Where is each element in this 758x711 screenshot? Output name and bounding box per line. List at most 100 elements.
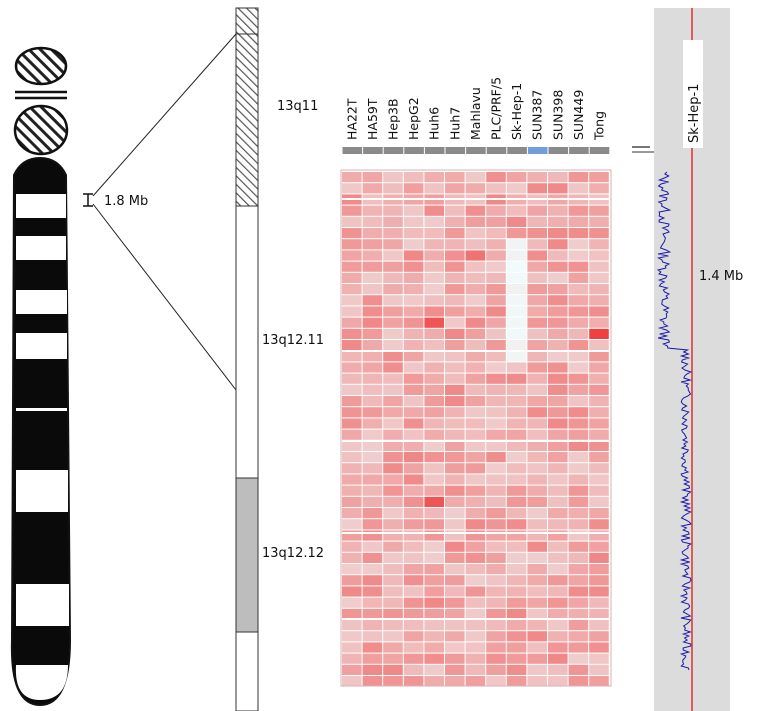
heatmap-cell (445, 351, 465, 362)
heatmap-cell (342, 396, 362, 407)
heatmap-cell (486, 351, 506, 362)
heatmap-cell (506, 642, 527, 653)
heatmap-cell (342, 429, 362, 440)
heatmap-cell (465, 418, 486, 429)
heatmap-cell (486, 597, 506, 608)
heatmap-cell (383, 620, 403, 631)
heatmap-cell (527, 250, 547, 261)
heatmap-cell (548, 362, 568, 373)
heatmap-cell (362, 340, 383, 351)
heatmap-cell (403, 272, 424, 283)
heatmap-cell (445, 519, 465, 530)
heatmap-cell (424, 452, 444, 463)
heatmap-cell (486, 676, 506, 687)
heatmap-cell (465, 452, 486, 463)
heatmap-cell (568, 328, 589, 339)
heatmap-cell (445, 496, 465, 507)
heatmap-cell (342, 183, 362, 194)
heatmap-cell (424, 328, 444, 339)
heatmap-cell (486, 642, 506, 653)
heatmap-cell (589, 586, 609, 597)
heatmap-cell (342, 664, 362, 675)
heatmap-cell (465, 508, 486, 519)
heatmap-cell (548, 496, 568, 507)
heatmap-cell (506, 597, 527, 608)
chromosome-ideogram: 1.8 Mb (10, 33, 237, 707)
heatmap-cell (486, 452, 506, 463)
heatmap-cell (445, 530, 465, 541)
heatmap-cell (548, 530, 568, 541)
cell-line-label: SUN449 (571, 90, 586, 140)
column-header-marker (466, 147, 486, 154)
heatmap-cell (445, 328, 465, 339)
heatmap-cell (465, 485, 486, 496)
heatmap-cell (383, 351, 403, 362)
heatmap-cell (506, 261, 527, 272)
heatmap-cell (383, 373, 403, 384)
heatmap-cell (424, 205, 444, 216)
heatmap-cell (548, 295, 568, 306)
heatmap-cell (465, 564, 486, 575)
ideogram-light-bands (15, 194, 69, 700)
cell-line-label: Tong (592, 111, 607, 141)
heatmap-cell (383, 541, 403, 552)
heatmap-cell (548, 407, 568, 418)
heatmap-cell (465, 373, 486, 384)
heatmap-cell (568, 239, 589, 250)
heatmap-cell (486, 340, 506, 351)
heatmap-cell (506, 508, 527, 519)
heatmap-cell (548, 351, 568, 362)
heatmap-cell (527, 541, 547, 552)
heatmap-cell (486, 519, 506, 530)
heatmap-cell (589, 552, 609, 563)
light-band-terminal (15, 665, 68, 700)
heatmap-cell (548, 676, 568, 687)
heatmap-cell (342, 586, 362, 597)
heatmap-cell (362, 597, 383, 608)
heatmap-cell (362, 216, 383, 227)
heatmap-cell (589, 340, 609, 351)
heatmap-cell (568, 284, 589, 295)
heatmap-cell (445, 608, 465, 619)
heatmap-cell (465, 205, 486, 216)
heatmap-cell (568, 653, 589, 664)
heatmap-cell (465, 519, 486, 530)
heatmap-cell (589, 239, 609, 250)
heatmap-cell (342, 306, 362, 317)
heatmap-cell (342, 317, 362, 328)
heatmap-cell (445, 272, 465, 283)
heatmap-cell (403, 418, 424, 429)
heatmap-cell (424, 440, 444, 451)
heatmap-cell (568, 631, 589, 642)
heatmap-cell (568, 519, 589, 530)
heatmap-cell (342, 205, 362, 216)
heatmap-cell (486, 418, 506, 429)
heatmap-cell (342, 597, 362, 608)
heatmap-cell (486, 328, 506, 339)
heatmap-cell (383, 474, 403, 485)
heatmap-cell (383, 396, 403, 407)
heatmap-cell (589, 328, 609, 339)
heatmap-cell (342, 508, 362, 519)
heatmap-cell (589, 608, 609, 619)
heatmap-cell (445, 373, 465, 384)
heatmap-cell (548, 474, 568, 485)
heatmap-cell (445, 239, 465, 250)
heatmap-cell (362, 642, 383, 653)
heatmap-cell (465, 440, 486, 451)
heatmap-cell (362, 306, 383, 317)
heatmap-cell (362, 474, 383, 485)
heatmap-cell (548, 485, 568, 496)
heatmap-cell (548, 272, 568, 283)
heatmap-cell (548, 552, 568, 563)
heatmap-cell (506, 496, 527, 507)
heatmap-cell (506, 340, 527, 351)
heatmap-cell (589, 407, 609, 418)
heatmap-cell (506, 272, 527, 283)
heatmap-cell (403, 452, 424, 463)
heatmap-cell (527, 351, 547, 362)
heatmap-cell (589, 664, 609, 675)
heatmap-cell (403, 183, 424, 194)
heatmap-cell (568, 597, 589, 608)
heatmap-cell (342, 631, 362, 642)
